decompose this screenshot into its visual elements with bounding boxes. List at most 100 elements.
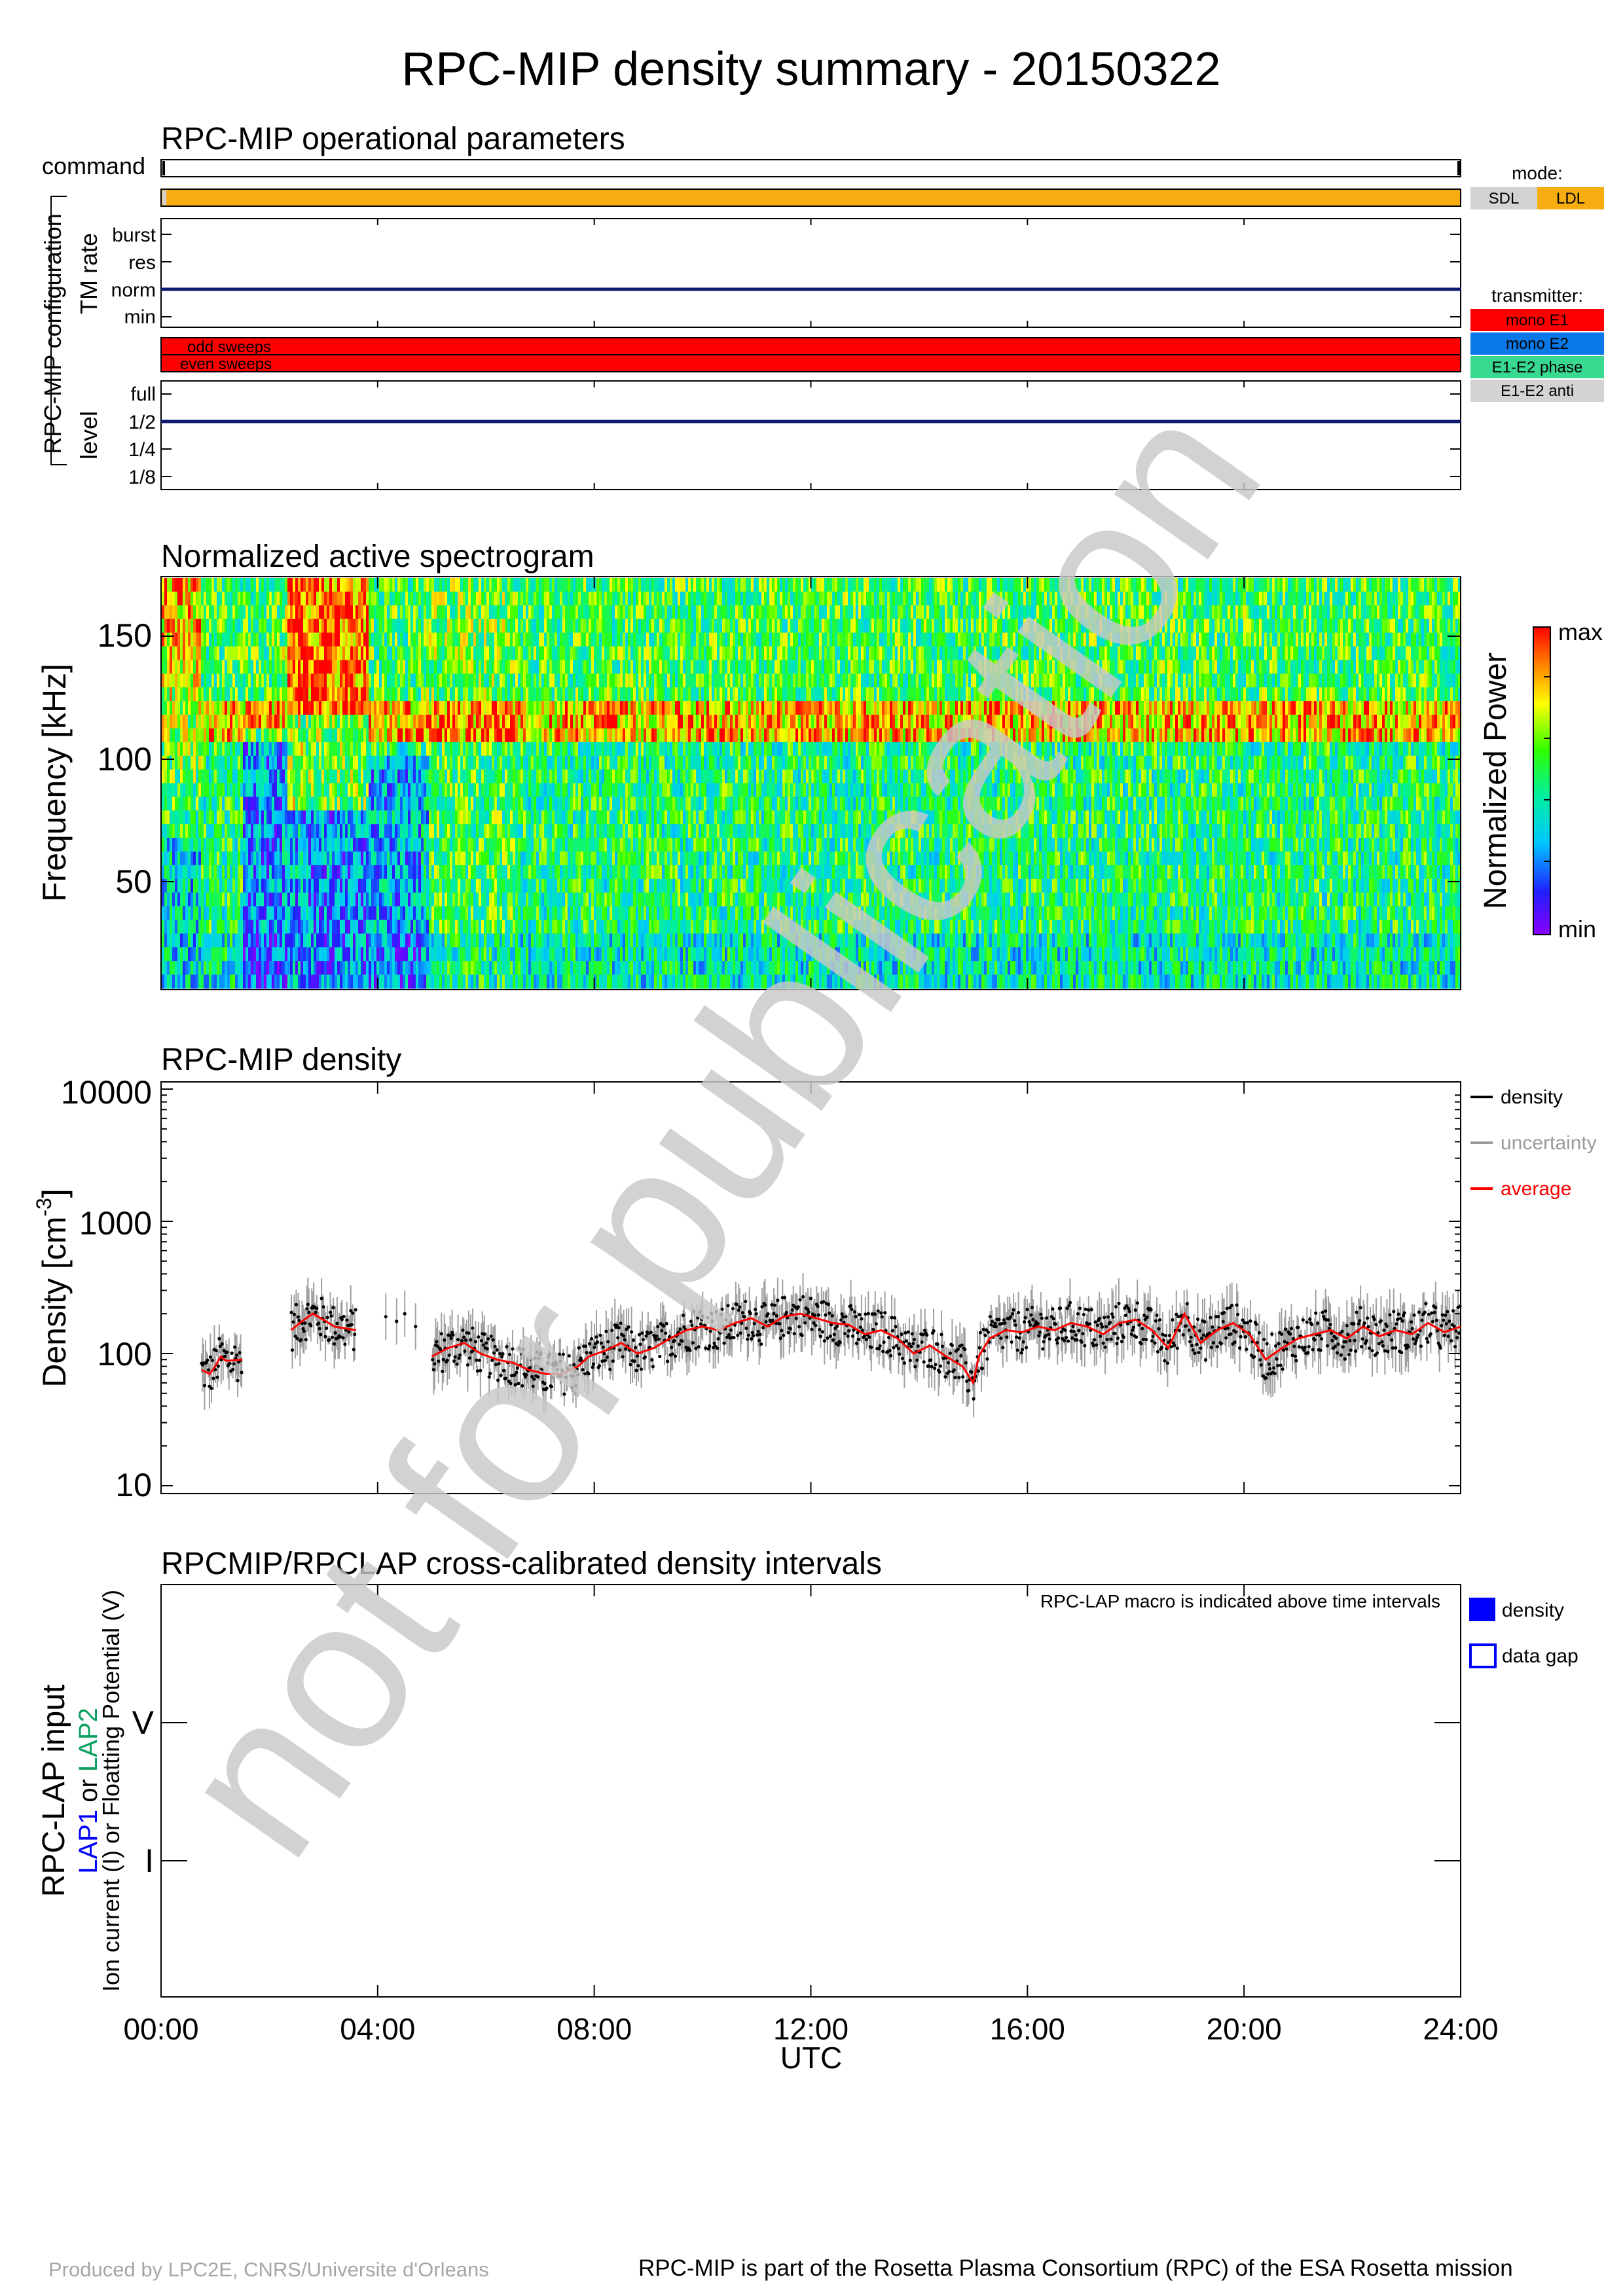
spectrogram-cell: [177, 578, 181, 592]
spectrogram-cell: [442, 838, 445, 852]
spectrogram-cell: [452, 728, 456, 743]
spectrogram-cell: [225, 578, 228, 592]
spectrogram-cell: [324, 920, 327, 934]
spectrogram-cell: [500, 632, 503, 647]
spectrogram-cell: [447, 975, 450, 989]
spectrogram-cell: [243, 920, 246, 934]
spectrogram-cell: [492, 878, 495, 893]
spectrogram-cell: [439, 687, 443, 702]
spectrogram-cell: [193, 810, 196, 825]
spectrogram-cell: [348, 933, 351, 948]
spectrogram-cell: [227, 783, 230, 797]
spectrogram-cell: [500, 797, 503, 811]
spectrogram-cell: [557, 933, 560, 948]
spectrogram-cell: [327, 673, 330, 688]
spectrogram-cell: [479, 975, 482, 989]
spectrogram-cell: [345, 892, 348, 907]
spectrogram-cell: [403, 755, 406, 770]
spectrogram-cell: [547, 865, 550, 880]
spectrogram-cell: [523, 673, 526, 688]
spectrogram-cell: [531, 769, 534, 784]
spectrogram-cell: [557, 755, 560, 770]
spectrogram-cell: [447, 797, 450, 811]
spectrogram-cell: [541, 961, 545, 975]
spectrogram-cell: [295, 673, 299, 688]
spectrogram-cell: [356, 619, 359, 634]
spectrogram-cell: [363, 797, 367, 811]
spectrogram-cell: [408, 660, 411, 674]
spectrogram-cell: [298, 660, 301, 674]
spectrogram-cell: [311, 715, 314, 729]
spectrogram-cell: [410, 591, 414, 606]
spectrogram-cell: [324, 701, 327, 715]
spectrogram-cell: [555, 715, 558, 729]
spectrogram-cell: [437, 701, 440, 715]
spectrogram-cell: [222, 769, 225, 784]
spectrogram-cell: [403, 783, 406, 797]
spectrogram-cell: [413, 769, 416, 784]
spectrogram-cell: [350, 947, 354, 961]
spectrogram-cell: [520, 838, 524, 852]
spectrogram-cell: [541, 892, 545, 907]
spectrogram-cell: [329, 619, 333, 634]
spectrogram-cell: [434, 824, 437, 838]
spectrogram-cell: [405, 961, 409, 975]
spectrogram-cell: [549, 865, 553, 880]
spectrogram-cell: [332, 728, 335, 743]
spectrogram-cell: [308, 742, 312, 757]
spectrogram-cell: [424, 947, 427, 961]
spectrogram-cell: [314, 824, 317, 838]
spectrogram-cell: [586, 810, 589, 825]
spectrogram-cell: [465, 975, 469, 989]
spectrogram-cell: [507, 852, 511, 866]
spectrogram-cell: [340, 687, 343, 702]
spectrogram-cell: [196, 701, 199, 715]
spectrogram-cell: [180, 605, 183, 620]
spectrogram-cell: [345, 975, 348, 989]
spectrogram-cell: [369, 687, 372, 702]
spectrogram-cell: [476, 906, 479, 921]
spectrogram-cell: [400, 578, 403, 592]
spectrogram-cell: [196, 810, 199, 825]
spectrogram-cell: [232, 673, 236, 688]
spectrogram-cell: [316, 947, 319, 961]
spectrogram-cell: [287, 892, 291, 907]
spectrogram-cell: [591, 906, 594, 921]
spectrogram-cell: [238, 591, 241, 606]
spectrogram-cell: [280, 632, 283, 647]
spectrogram-cell: [196, 783, 199, 797]
spectrogram-cell: [314, 742, 317, 757]
spectrogram-cell: [319, 755, 322, 770]
spectrogram-cell: [204, 797, 207, 811]
spectrogram-cell: [486, 852, 490, 866]
spectrogram-cell: [541, 797, 545, 811]
spectrogram-cell: [240, 933, 244, 948]
spectrogram-cell: [172, 906, 175, 921]
spectrogram-cell: [170, 687, 173, 702]
spectrogram-cell: [500, 783, 503, 797]
spectrogram-cell: [332, 906, 335, 921]
spectrogram-cell: [510, 906, 513, 921]
spectrogram-cell: [445, 906, 448, 921]
spectrogram-cell: [552, 920, 555, 934]
spectrogram-cell: [397, 933, 401, 948]
spectrogram-cell: [450, 728, 453, 743]
spectrogram-cell: [426, 824, 429, 838]
spectrogram-cell: [264, 591, 267, 606]
spectrogram-cell: [201, 673, 204, 688]
spectrogram-cell: [274, 605, 278, 620]
spectrogram-cell: [502, 619, 505, 634]
spectrogram-cell: [526, 619, 529, 634]
spectrogram-cell: [251, 947, 254, 961]
spectrogram-cell: [413, 660, 416, 674]
spectrogram-cell: [442, 975, 445, 989]
spectrogram-cell: [573, 878, 576, 893]
spectrogram-cell: [204, 933, 207, 948]
spectrogram-cell: [481, 701, 484, 715]
spectrogram-cell: [235, 975, 238, 989]
spectrogram-cell: [431, 769, 435, 784]
transmitter-e1e2-anti-swatch: [1470, 380, 1604, 402]
spectrogram-cell: [418, 742, 422, 757]
spectrogram-cell: [342, 810, 346, 825]
spectrogram-cell: [476, 632, 479, 647]
